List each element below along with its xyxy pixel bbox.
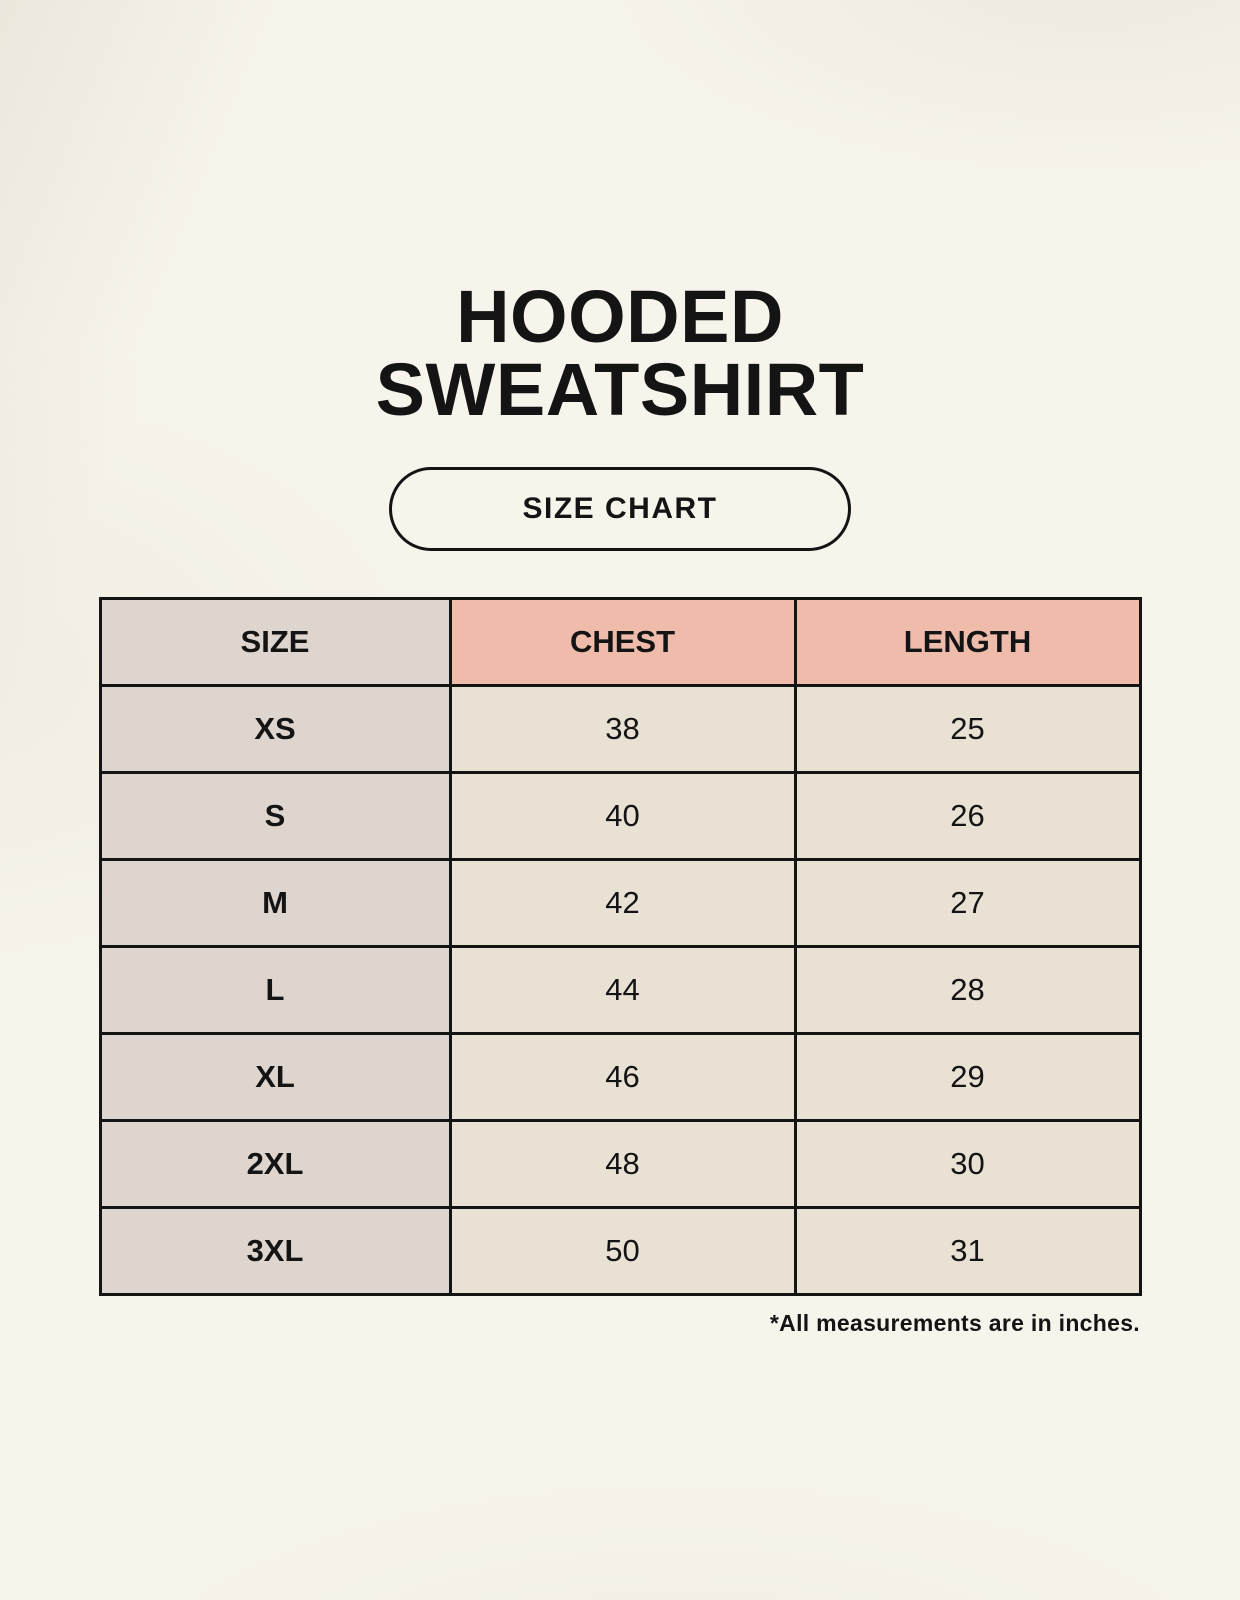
size-chart-badge[interactable]: SIZE CHART: [389, 466, 851, 551]
size-label-cell: XS: [98, 683, 452, 774]
length-value-cell: 25: [793, 683, 1142, 774]
table-header-row: SIZE CHEST LENGTH: [98, 596, 1142, 687]
chest-value-cell: 50: [448, 1205, 797, 1296]
size-label-cell: XL: [98, 1031, 452, 1122]
size-label-cell: S: [98, 770, 452, 861]
size-label-cell: L: [98, 944, 452, 1035]
table-row: M 42 27: [98, 857, 1142, 948]
table-row: XS 38 25: [98, 683, 1142, 774]
chest-value-cell: 46: [448, 1031, 797, 1122]
chest-value-cell: 38: [448, 683, 797, 774]
size-chart-badge-label: SIZE CHART: [522, 491, 718, 525]
measurements-note: *All measurements are in inches.: [769, 1309, 1140, 1336]
length-value-cell: 29: [793, 1031, 1142, 1122]
page-title: HOODED SWEATSHIRT: [0, 275, 1240, 432]
length-value-cell: 31: [793, 1205, 1142, 1296]
table-row: 2XL 48 30: [98, 1118, 1142, 1209]
length-value-cell: 30: [793, 1118, 1142, 1209]
chest-value-cell: 42: [448, 857, 797, 948]
column-header-chest: CHEST: [448, 596, 797, 687]
length-value-cell: 27: [793, 857, 1142, 948]
chest-value-cell: 48: [448, 1118, 797, 1209]
table-row: L 44 28: [98, 944, 1142, 1035]
page-title-line-1: HOODED: [456, 275, 784, 358]
size-label-cell: M: [98, 857, 452, 948]
chest-value-cell: 44: [448, 944, 797, 1035]
size-chart-page: HOODED SWEATSHIRT SIZE CHART SIZE CHEST …: [0, 275, 1240, 1336]
table-row: XL 46 29: [98, 1031, 1142, 1122]
table-row: S 40 26: [98, 770, 1142, 861]
column-header-size: SIZE: [98, 596, 452, 687]
length-value-cell: 28: [793, 944, 1142, 1035]
length-value-cell: 26: [793, 770, 1142, 861]
size-label-cell: 2XL: [98, 1118, 452, 1209]
table-row: 3XL 50 31: [98, 1205, 1142, 1296]
size-label-cell: 3XL: [98, 1205, 452, 1296]
size-table: SIZE CHEST LENGTH XS 38 25 S 40 26 M 42 …: [98, 596, 1142, 1296]
page-title-line-2: SWEATSHIRT: [375, 348, 865, 432]
column-header-length: LENGTH: [793, 596, 1142, 687]
chest-value-cell: 40: [448, 770, 797, 861]
